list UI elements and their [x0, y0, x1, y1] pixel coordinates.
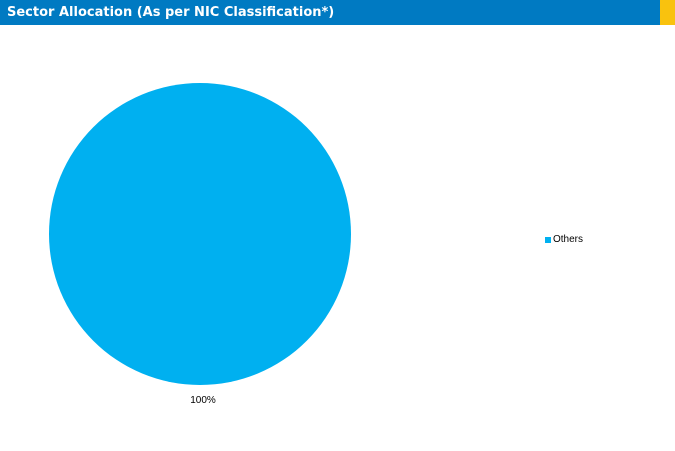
data-label-others: 100%: [190, 395, 216, 406]
header-bar: [0, 0, 660, 25]
pie-slice-others: [49, 83, 351, 385]
legend: Others: [545, 234, 583, 246]
legend-swatch-others: [545, 237, 551, 243]
legend-label-others: Others: [553, 234, 584, 245]
header-accent: [660, 0, 675, 25]
page-title: Sector Allocation (As per NIC Classifica…: [7, 5, 335, 20]
